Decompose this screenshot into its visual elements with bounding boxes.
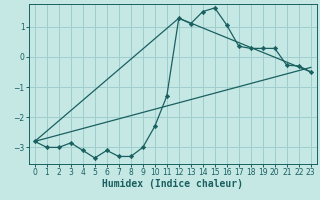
X-axis label: Humidex (Indice chaleur): Humidex (Indice chaleur) xyxy=(102,179,243,189)
